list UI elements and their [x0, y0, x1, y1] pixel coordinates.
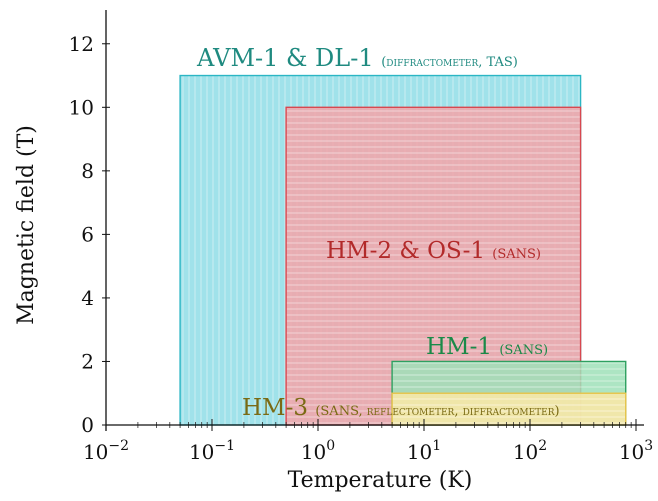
x-tick-label: 102	[513, 438, 547, 464]
x-tick-label: 10−2	[83, 438, 129, 464]
region-label-2: HM-1 (SANS)	[426, 334, 548, 360]
y-tick-label: 8	[81, 159, 94, 183]
region-label-3: HM-3 (SANS, reflectometer, diffractomete…	[242, 395, 560, 421]
x-tick-label: 100	[301, 438, 335, 464]
y-tick-label: 2	[81, 349, 94, 373]
y-tick-label: 10	[69, 95, 94, 119]
y-tick-label: 0	[81, 413, 94, 437]
y-axis-title: Magnetic field (T)	[14, 125, 39, 325]
x-tick-label: 103	[619, 438, 653, 464]
y-tick-label: 4	[81, 286, 94, 310]
x-tick-label: 10−1	[189, 438, 235, 464]
region-labels: AVM-1 & DL-1 (diffractometer, TAS) HM-2 &…	[196, 44, 560, 421]
region-3	[391, 392, 627, 426]
region-label-1: HM-2 & OS-1 (SANS)	[326, 238, 541, 264]
y-tick-label: 6	[81, 222, 94, 246]
region-hatch	[392, 393, 626, 425]
x-axis-title: Temperature (K)	[288, 468, 473, 493]
x-tick-label: 101	[407, 438, 441, 464]
y-tick-label: 12	[69, 32, 94, 56]
axes: 0 2 4 6 8 10 12 10−2 10−1 100 101 102 103	[69, 10, 653, 464]
regions	[179, 74, 627, 426]
region-label-0: AVM-1 & DL-1 (diffractometer, TAS)	[196, 44, 518, 72]
